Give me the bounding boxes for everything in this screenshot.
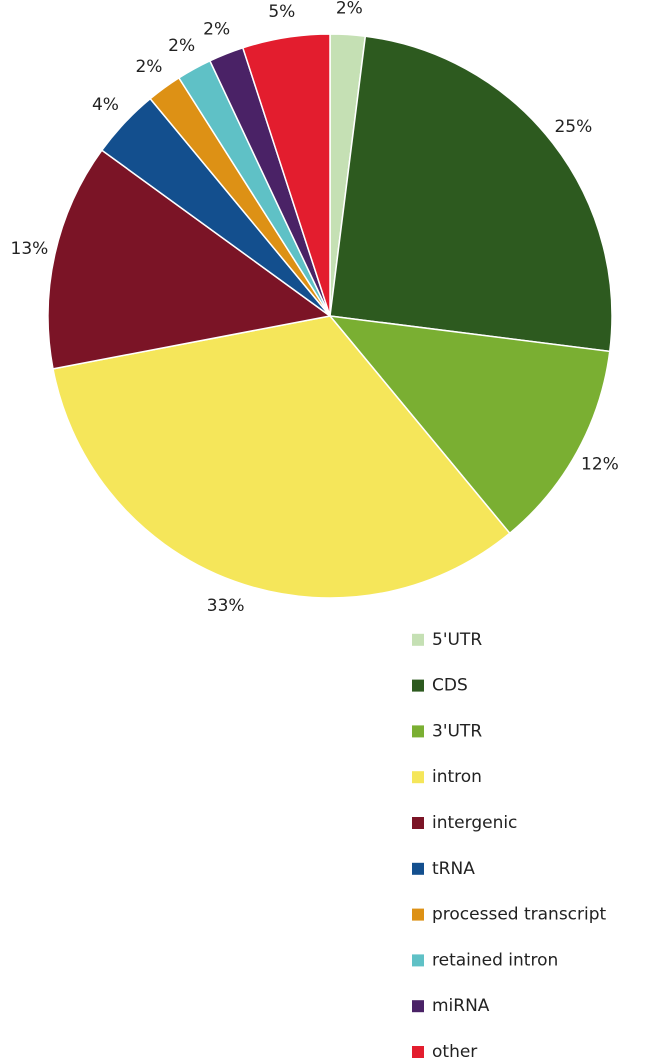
legend-swatch xyxy=(412,862,424,875)
legend-swatch xyxy=(412,771,424,784)
data-label: 2% xyxy=(203,20,230,40)
legend-swatch xyxy=(412,679,424,692)
pie-slice xyxy=(328,315,611,535)
legend-label: CDS xyxy=(432,676,468,696)
legend-swatch xyxy=(412,725,424,738)
data-label: 4% xyxy=(92,95,119,115)
legend-swatch xyxy=(412,1000,424,1013)
legend-swatch xyxy=(412,633,424,646)
pie-slice xyxy=(241,33,331,317)
data-label: 25% xyxy=(554,117,592,137)
legend-swatch xyxy=(412,954,424,967)
data-label: 2% xyxy=(336,0,363,19)
legend-label: 3'UTR xyxy=(432,721,482,741)
data-label: 2% xyxy=(135,57,162,77)
legend-label: tRNA xyxy=(432,859,475,879)
pie-slice xyxy=(47,149,332,370)
legend-label: 5'UTR xyxy=(432,630,482,650)
legend-label: miRNA xyxy=(432,996,490,1016)
legend-swatch xyxy=(412,817,424,829)
data-label: 13% xyxy=(11,239,49,259)
legend-swatch xyxy=(412,1046,424,1058)
legend-label: other xyxy=(432,1042,477,1062)
legend-swatch xyxy=(412,908,424,921)
legend-label: intron xyxy=(432,767,482,787)
pie-slice xyxy=(52,315,511,599)
data-label: 33% xyxy=(207,596,245,616)
legend-label: retained intron xyxy=(432,950,558,970)
pie-slice xyxy=(329,35,613,353)
data-label: 12% xyxy=(581,454,619,474)
data-label: 2% xyxy=(168,36,195,56)
legend-label: intergenic xyxy=(432,813,517,833)
data-label: 5% xyxy=(268,2,295,22)
legend-label: processed transcript xyxy=(432,905,607,925)
